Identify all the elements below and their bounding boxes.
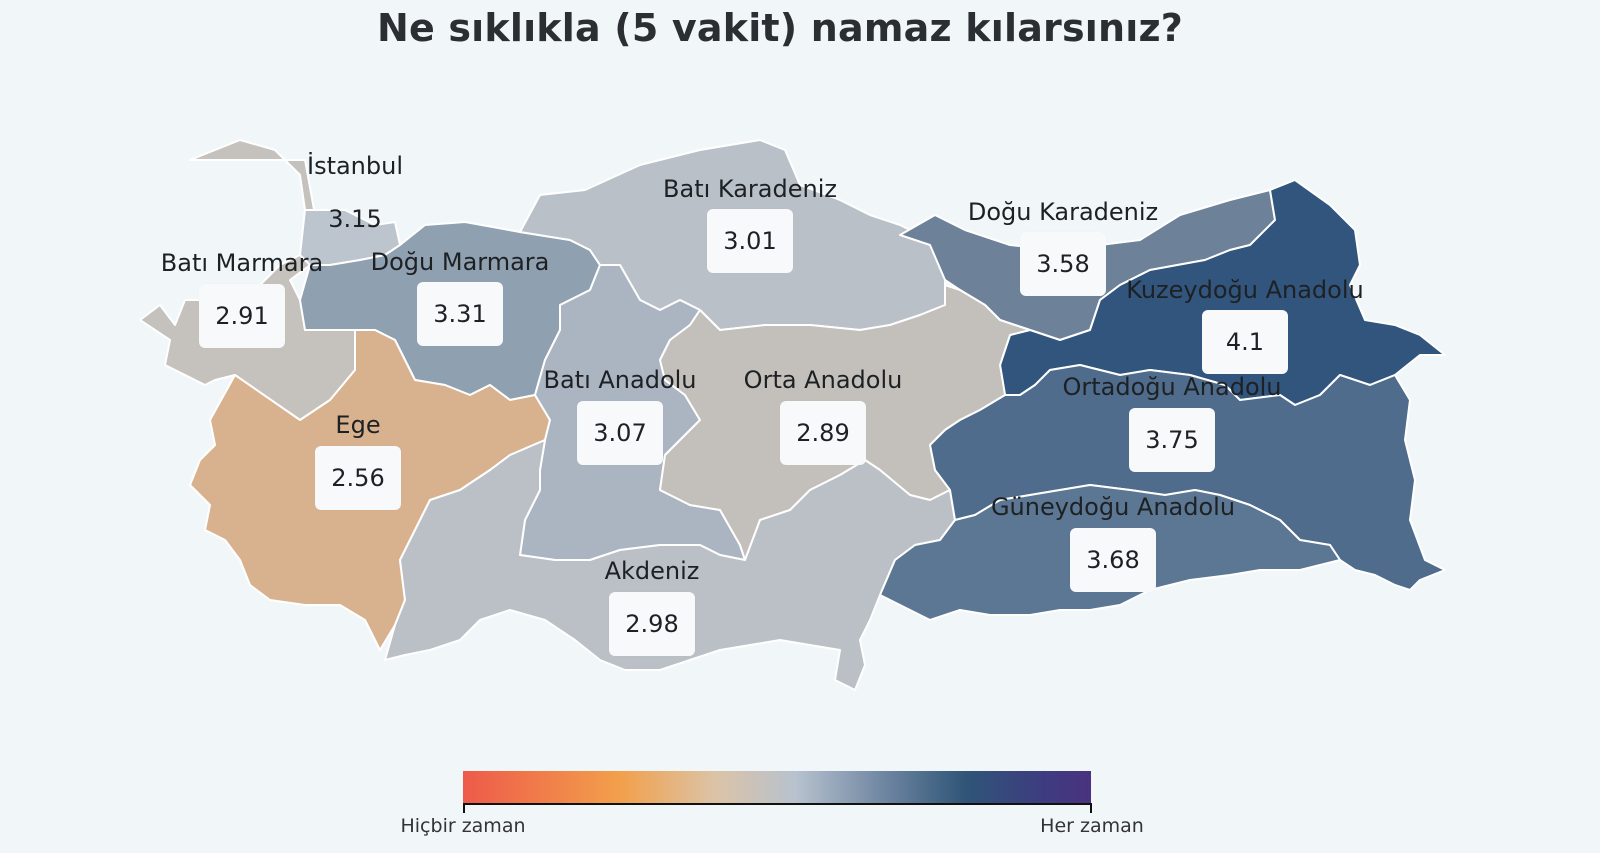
value-istanbul: 3.15: [328, 205, 382, 233]
value-ortadogu-anadolu: 3.75: [1129, 408, 1215, 472]
region-akdeniz[interactable]: [384, 439, 956, 691]
value-guneydogu-anadolu: 3.68: [1070, 528, 1156, 592]
label-bati-karadeniz: Batı Karadeniz: [663, 175, 837, 203]
value-kuzeydogu-anadolu: 4.1: [1202, 310, 1288, 374]
value-bati-marmara: 2.91: [199, 284, 285, 348]
label-orta-anadolu: Orta Anadolu: [743, 366, 903, 394]
label-ortadogu-anadolu: Ortadoğu Anadolu: [1062, 373, 1282, 401]
label-kuzeydogu-anadolu: Kuzeydoğu Anadolu: [1126, 276, 1364, 304]
label-bati-anadolu: Batı Anadolu: [543, 366, 697, 394]
label-dogu-marmara: Doğu Marmara: [370, 248, 550, 276]
value-ege: 2.56: [315, 446, 401, 510]
label-bati-marmara: Batı Marmara: [160, 249, 324, 277]
color-scale-bar: [463, 771, 1091, 803]
value-orta-anadolu: 2.89: [780, 401, 866, 465]
color-scale-min-label: Hiçbir zaman: [400, 815, 526, 837]
label-guneydogu-anadolu: Güneydoğu Anadolu: [990, 493, 1236, 521]
color-scale-min-tick: [463, 803, 465, 813]
label-istanbul: İstanbul: [306, 152, 404, 180]
value-akdeniz: 2.98: [609, 592, 695, 656]
color-scale-axis: [463, 803, 1091, 805]
label-dogu-karadeniz: Doğu Karadeniz: [967, 198, 1159, 226]
color-scale-max-label: Her zaman: [1040, 815, 1144, 837]
color-scale-max-tick: [1090, 803, 1092, 813]
value-bati-anadolu: 3.07: [577, 401, 663, 465]
map-title: Ne sıklıkla (5 vakit) namaz kılarsınız?: [376, 6, 1184, 50]
value-dogu-karadeniz: 3.58: [1020, 232, 1106, 296]
value-dogu-marmara: 3.31: [417, 282, 503, 346]
label-ege: Ege: [335, 411, 381, 439]
value-bati-karadeniz: 3.01: [707, 209, 793, 273]
label-akdeniz: Akdeniz: [604, 557, 700, 585]
